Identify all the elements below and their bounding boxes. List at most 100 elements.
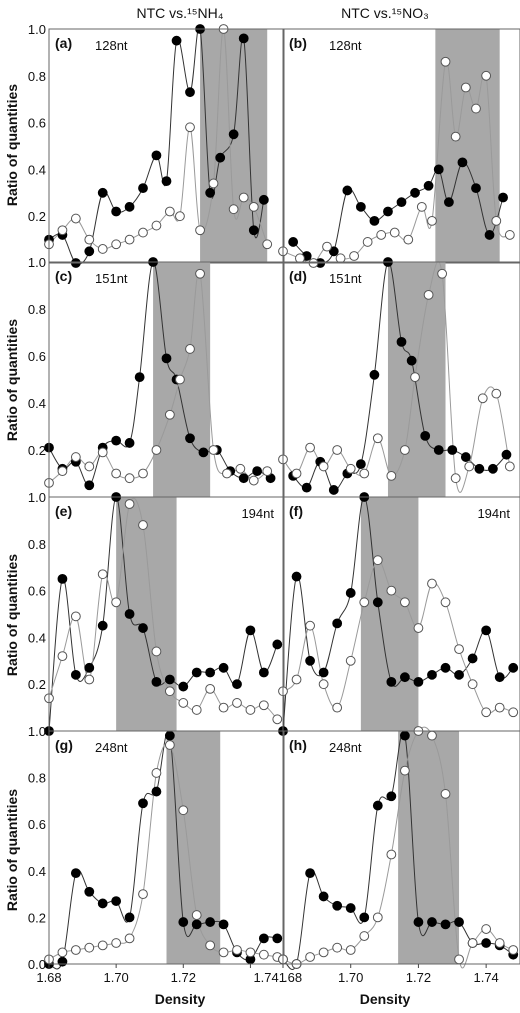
data-point-open: [494, 702, 505, 713]
data-point-open: [232, 698, 242, 708]
data-point-open: [84, 942, 95, 953]
data-point-open: [318, 947, 329, 958]
data-point-filled: [57, 574, 68, 584]
data-point-open: [386, 470, 397, 481]
data-point-open: [111, 239, 122, 250]
data-point-filled: [396, 337, 407, 347]
data-point-open: [318, 461, 329, 472]
data-point-filled: [205, 187, 216, 198]
data-point-filled: [355, 201, 366, 212]
data-point-open: [70, 213, 81, 224]
data-point-open: [262, 466, 273, 477]
data-point-open: [124, 473, 135, 484]
panel-frame: [282, 730, 520, 965]
data-point-open: [491, 388, 502, 399]
data-point-open: [258, 949, 269, 960]
data-point-filled: [447, 445, 458, 455]
data-point-filled: [151, 676, 162, 687]
data-point-open: [70, 945, 81, 955]
data-point-open: [305, 620, 315, 631]
data-point-filled: [427, 917, 437, 927]
data-point-open: [164, 206, 175, 217]
data-point-open: [70, 452, 81, 462]
data-point-filled: [488, 463, 498, 474]
data-point-open: [208, 445, 219, 455]
data-point-filled: [440, 662, 451, 673]
data-point-open: [464, 461, 475, 472]
y-tick-label: 1.0: [28, 724, 46, 739]
data-point-filled: [138, 183, 148, 194]
data-point-open: [218, 947, 229, 958]
panel-label-b: (b): [289, 35, 307, 51]
data-point-open: [460, 82, 471, 93]
data-point-filled: [345, 903, 356, 913]
x-tick-label: 1.74: [473, 970, 498, 985]
data-point-open: [305, 952, 315, 962]
data-point-filled: [467, 653, 478, 664]
data-point-open: [175, 374, 185, 385]
data-point-filled: [484, 230, 495, 240]
data-point-filled: [457, 157, 468, 168]
shaded-band: [435, 29, 500, 263]
data-point-filled: [84, 886, 95, 897]
data-point-filled: [151, 150, 162, 161]
y-tick-label: 0.0: [28, 957, 46, 972]
data-point-open: [481, 924, 492, 934]
data-point-filled: [178, 681, 189, 692]
data-point-open: [111, 597, 122, 608]
data-point-open: [97, 447, 108, 458]
data-point-open: [235, 463, 246, 474]
data-point-filled: [245, 625, 256, 636]
series-line-open: [48, 742, 278, 960]
data-point-filled: [399, 730, 410, 741]
data-point-open: [84, 461, 95, 472]
data-point-open: [345, 463, 356, 474]
data-point-open: [138, 468, 148, 479]
data-point-filled: [161, 176, 172, 187]
data-point-filled: [97, 898, 108, 909]
data-point-open: [185, 122, 195, 133]
panel-a: 1.0 0.8 0.6 0.4 0.2 (a) 128nt: [28, 22, 285, 268]
panel-d: (d) 151nt: [278, 257, 520, 498]
data-point-filled: [258, 667, 269, 678]
panel-e: 1.0 0.8 0.6 0.4 0.2 (e) 194nt: [28, 490, 285, 736]
data-point-filled: [440, 919, 451, 930]
data-point-open: [248, 201, 259, 212]
data-point-filled: [84, 480, 95, 491]
data-point-open: [322, 241, 332, 252]
data-point-filled: [372, 800, 383, 811]
x-tick-label: .68: [284, 970, 302, 985]
data-point-filled: [454, 917, 464, 927]
data-point-filled: [70, 868, 81, 879]
data-point-filled: [218, 662, 229, 673]
data-point-open: [345, 655, 356, 666]
data-point-open: [477, 393, 488, 404]
data-point-filled: [178, 917, 189, 927]
data-point-filled: [444, 197, 454, 208]
data-point-filled: [328, 246, 339, 257]
data-point-open: [178, 805, 189, 816]
data-point-filled: [124, 438, 135, 448]
x-tick-label: 1.72: [171, 970, 196, 985]
data-point-open: [332, 942, 343, 953]
data-point-open: [151, 768, 162, 778]
x-tick-label: 1.70: [103, 970, 128, 985]
data-point-open: [228, 204, 239, 215]
data-point-filled: [164, 730, 175, 741]
data-point-open: [205, 683, 216, 694]
y-axis-label-row3: Ratio of quantities: [4, 554, 20, 676]
data-point-open: [57, 466, 68, 477]
size-label-b: 128nt: [329, 38, 362, 53]
data-point-open: [440, 789, 451, 799]
data-point-filled: [481, 625, 492, 636]
y-axis-label-row2: Ratio of quantities: [4, 319, 20, 441]
data-point-filled: [84, 662, 95, 673]
data-point-filled: [318, 891, 329, 902]
data-point-open: [494, 938, 505, 948]
data-point-open: [481, 707, 492, 718]
size-label-c: 151nt: [95, 271, 128, 286]
data-point-filled: [399, 672, 410, 683]
data-point-open: [372, 912, 383, 923]
size-label-e: 194nt: [241, 506, 274, 521]
data-point-filled: [332, 900, 343, 911]
